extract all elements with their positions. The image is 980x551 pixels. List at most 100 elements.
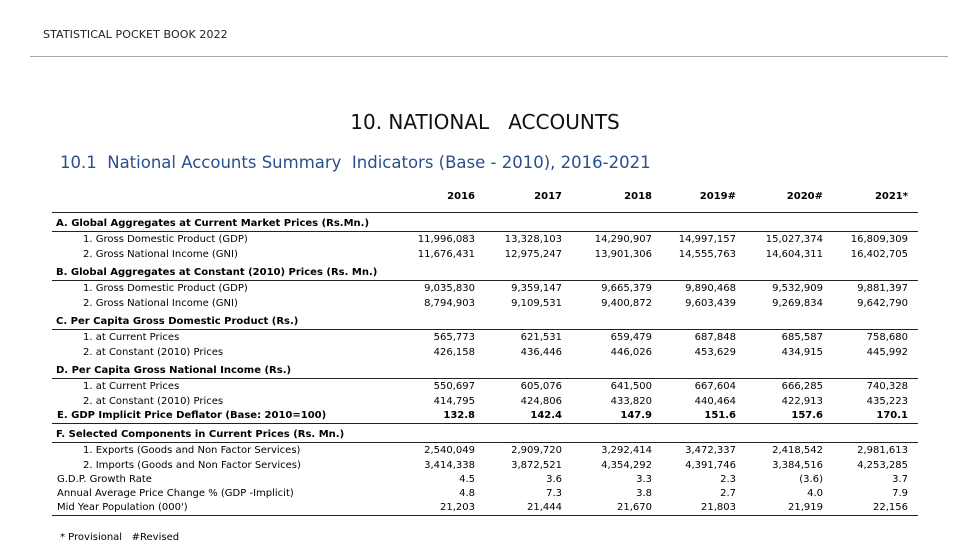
row-label: 1. Gross Domestic Product (GDP) <box>52 231 398 247</box>
cell-value: 9,109,531 <box>511 297 562 309</box>
cell-value: 142.4 <box>530 410 562 421</box>
section-heading-row: D. Per Capita Gross National Income (Rs.… <box>52 360 918 379</box>
year-header-2018: 2018 <box>572 187 662 213</box>
section-heading: D. Per Capita Gross National Income (Rs.… <box>56 365 292 376</box>
cell-value: 426,158 <box>433 346 475 358</box>
cell-value: 666,285 <box>746 378 833 394</box>
cell-value: 3,414,338 <box>424 459 475 471</box>
cell-value: 4,391,746 <box>685 459 736 471</box>
cell-value: 170.1 <box>876 410 908 421</box>
cell-value: 2,981,613 <box>833 442 918 458</box>
row-label: 2. Gross National Income (GNI) <box>83 297 238 309</box>
row-label: 1. Gross Domestic Product (GDP) <box>52 280 398 296</box>
cell-value: 3.6 <box>546 474 562 485</box>
cell-value: 4.0 <box>807 488 823 499</box>
cell-value: 758,680 <box>833 329 918 345</box>
cell-value: 3,872,521 <box>511 459 562 471</box>
cell-value: 14,555,763 <box>678 248 736 260</box>
cell-value: 7.9 <box>892 488 908 499</box>
cell-value: 9,881,397 <box>833 280 918 296</box>
section-heading: B. Global Aggregates at Constant (2010) … <box>56 267 378 278</box>
cell-value: 9,665,379 <box>572 280 662 296</box>
cell-value: 21,803 <box>662 501 746 516</box>
footnote: * Provisional #Revised <box>60 532 180 543</box>
cell-value: 605,076 <box>485 378 572 394</box>
cell-value: 9,532,909 <box>746 280 833 296</box>
cell-value: 659,479 <box>572 329 662 345</box>
cell-value: 621,531 <box>485 329 572 345</box>
cell-value: 436,446 <box>520 346 562 358</box>
table-row: 1. at Current Prices 550,697 605,076 641… <box>52 378 918 394</box>
row-label: 2. Imports (Goods and Non Factor Service… <box>83 459 301 471</box>
section-heading-row: B. Global Aggregates at Constant (2010) … <box>52 262 918 281</box>
cell-value: 641,500 <box>572 378 662 394</box>
row-label: 1. Exports (Goods and Non Factor Service… <box>52 442 398 458</box>
table-row: 1. at Current Prices 565,773 621,531 659… <box>52 329 918 345</box>
cell-value: 14,290,907 <box>572 231 662 247</box>
running-head: STATISTICAL POCKET BOOK 2022 <box>43 28 228 41</box>
table-header-row: 2016 2017 2018 2019# 2020# 2021* <box>52 187 918 213</box>
deflator-row: E. GDP Implicit Price Deflator (Base: 20… <box>52 409 918 424</box>
cell-value: 9,359,147 <box>485 280 572 296</box>
cell-value: 21,203 <box>398 501 485 516</box>
table-row: 2. at Constant (2010) Prices 414,795 424… <box>52 394 918 409</box>
cell-value: 12,975,247 <box>504 248 562 260</box>
cell-value: 11,996,083 <box>398 231 485 247</box>
row-label: 2. at Constant (2010) Prices <box>83 346 224 358</box>
year-header-2020: 2020# <box>746 187 833 213</box>
chapter-title: 10. NATIONAL ACCOUNTS <box>350 110 620 134</box>
row-label: 2. Gross National Income (GNI) <box>83 248 238 260</box>
label-column-header <box>52 187 398 213</box>
row-label: Mid Year Population (000') <box>52 501 398 516</box>
cell-value: 435,223 <box>866 395 908 407</box>
cell-value: 132.8 <box>443 410 475 421</box>
section-heading: A. Global Aggregates at Current Market P… <box>56 218 370 229</box>
cell-value: 2,540,049 <box>398 442 485 458</box>
cell-value: 151.6 <box>704 410 736 421</box>
row-label: 2. at Constant (2010) Prices <box>83 395 224 407</box>
section-heading: C. Per Capita Gross Domestic Product (Rs… <box>56 316 299 327</box>
section-heading-row: C. Per Capita Gross Domestic Product (Rs… <box>52 311 918 330</box>
cell-value: 16,809,309 <box>833 231 918 247</box>
cell-value: 667,604 <box>662 378 746 394</box>
cell-value: 550,697 <box>398 378 485 394</box>
cell-value: 687,848 <box>662 329 746 345</box>
row-label: E. GDP Implicit Price Deflator (Base: 20… <box>57 410 327 421</box>
cell-value: 453,629 <box>694 346 736 358</box>
cell-value: (3.6) <box>799 474 823 485</box>
cell-value: 147.9 <box>620 410 652 421</box>
cell-value: 3,472,337 <box>662 442 746 458</box>
cell-value: 2.3 <box>720 474 736 485</box>
table-row: 1. Gross Domestic Product (GDP) 11,996,0… <box>52 231 918 247</box>
cell-value: 433,820 <box>610 395 652 407</box>
cell-value: 422,913 <box>781 395 823 407</box>
cell-value: 13,328,103 <box>485 231 572 247</box>
cell-value: 14,604,311 <box>765 248 823 260</box>
cell-value: 21,670 <box>572 501 662 516</box>
cell-value: 14,997,157 <box>662 231 746 247</box>
section-heading-row: A. Global Aggregates at Current Market P… <box>52 213 918 232</box>
cell-value: 740,328 <box>833 378 918 394</box>
cell-value: 440,464 <box>694 395 736 407</box>
table-row: 1. Gross Domestic Product (GDP) 9,035,83… <box>52 280 918 296</box>
cell-value: 8,794,903 <box>424 297 475 309</box>
cell-value: 13,901,306 <box>594 248 652 260</box>
cell-value: 15,027,374 <box>746 231 833 247</box>
table-row: 2. Gross National Income (GNI) 8,794,903… <box>52 296 918 311</box>
row-label: G.D.P. Growth Rate <box>57 474 152 485</box>
table-row: 2. Imports (Goods and Non Factor Service… <box>52 458 918 473</box>
cell-value: 3.8 <box>636 488 652 499</box>
row-label: 1. at Current Prices <box>52 329 398 345</box>
cell-value: 9,400,872 <box>601 297 652 309</box>
cell-value: 2,909,720 <box>485 442 572 458</box>
cell-value: 4,253,285 <box>857 459 908 471</box>
section-title: 10.1 National Accounts Summary Indicator… <box>60 153 651 172</box>
table-row: 1. Exports (Goods and Non Factor Service… <box>52 442 918 458</box>
cell-value: 4.8 <box>459 488 475 499</box>
table-row: 2. at Constant (2010) Prices 426,158 436… <box>52 345 918 360</box>
cell-value: 9,642,790 <box>857 297 908 309</box>
cell-value: 9,269,834 <box>772 297 823 309</box>
cell-value: 2,418,542 <box>746 442 833 458</box>
cell-value: 4,354,292 <box>601 459 652 471</box>
cell-value: 434,915 <box>781 346 823 358</box>
